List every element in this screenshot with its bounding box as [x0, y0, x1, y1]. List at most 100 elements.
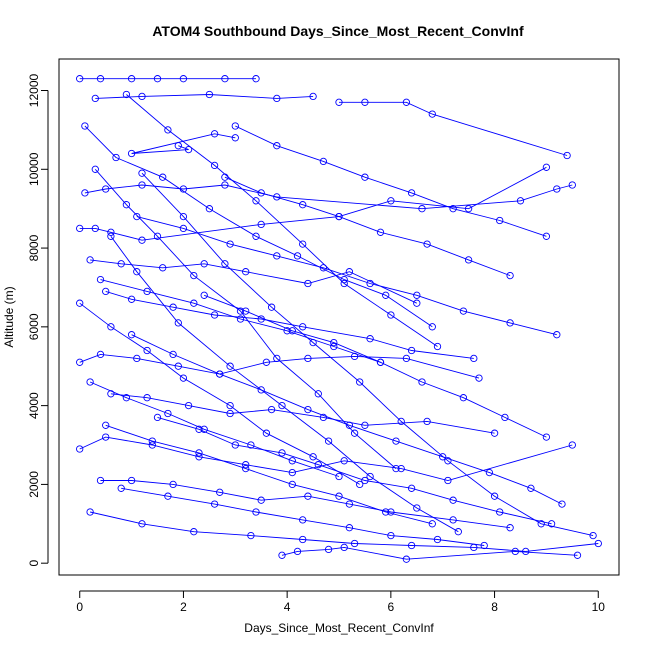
data-point	[267, 303, 276, 311]
x-tick-label: 6	[388, 600, 395, 614]
data-point	[205, 90, 214, 99]
data-series	[138, 169, 597, 540]
data-point	[138, 520, 146, 528]
data-point	[501, 413, 509, 422]
data-point	[76, 445, 84, 453]
data-point	[293, 547, 302, 556]
data-point	[273, 193, 281, 201]
x-tick-label: 10	[592, 600, 606, 614]
series-line	[281, 546, 578, 560]
data-series	[117, 484, 488, 550]
data-point	[96, 350, 105, 359]
data-point	[345, 421, 354, 429]
data-point	[299, 516, 307, 524]
data-point	[366, 279, 374, 288]
data-point	[102, 421, 110, 429]
data-point	[439, 453, 447, 461]
data-point	[153, 413, 162, 422]
data-point	[159, 173, 167, 181]
data-point	[382, 291, 390, 299]
data-point	[568, 181, 576, 189]
chart-title: ATOM4 Southbound Days_Since_Most_Recent_…	[152, 23, 524, 39]
data-point	[195, 453, 203, 461]
data-point	[122, 394, 131, 402]
data-point	[252, 508, 260, 516]
data-point	[568, 441, 576, 449]
data-series	[127, 331, 566, 508]
data-point	[340, 457, 348, 465]
data-point	[309, 92, 317, 101]
data-point	[553, 185, 561, 193]
data-point	[112, 153, 120, 162]
data-point	[138, 92, 146, 101]
data-point	[361, 173, 369, 181]
data-point	[273, 94, 281, 103]
data-point	[252, 197, 260, 205]
data-point	[361, 476, 369, 485]
series-line	[84, 125, 433, 328]
data-point	[345, 524, 354, 532]
data-point	[496, 216, 504, 225]
data-point	[91, 165, 99, 173]
data-point	[444, 476, 452, 485]
data-point	[221, 173, 229, 181]
series-line	[79, 166, 547, 241]
data-series	[96, 476, 514, 532]
data-point	[470, 354, 478, 363]
data-point	[231, 134, 239, 142]
data-point	[366, 472, 374, 481]
data-point	[288, 327, 296, 335]
data-point	[242, 464, 250, 473]
data-point	[537, 520, 545, 528]
data-point	[335, 472, 343, 481]
x-axis: 0 2 4 6 8 10	[76, 590, 606, 614]
data-point	[210, 500, 219, 508]
data-point	[428, 323, 436, 331]
data-point	[361, 421, 369, 429]
data-point	[464, 256, 473, 264]
data-series	[133, 212, 561, 339]
data-point	[387, 197, 395, 205]
data-point	[418, 378, 426, 386]
data-series	[91, 165, 400, 473]
data-point	[195, 449, 203, 457]
data-point	[86, 508, 94, 516]
data-point	[86, 378, 94, 386]
data-point	[573, 551, 582, 559]
data-point	[200, 260, 208, 268]
data-point	[506, 271, 514, 280]
data-point	[413, 299, 421, 307]
data-series	[86, 508, 602, 556]
data-point	[143, 346, 151, 355]
data-point	[283, 327, 291, 335]
plot-area	[58, 58, 620, 576]
data-point	[304, 279, 312, 288]
data-point	[563, 151, 571, 160]
data-point	[407, 346, 416, 355]
data-series	[81, 181, 576, 213]
data-point	[490, 492, 499, 500]
data-point	[221, 260, 229, 268]
data-point	[273, 354, 281, 363]
data-point	[423, 240, 431, 248]
series-line	[136, 216, 557, 336]
data-point	[345, 500, 354, 508]
data-point	[304, 492, 312, 500]
data-series	[76, 433, 576, 485]
data-point	[428, 520, 436, 528]
y-tick-label: 4000	[27, 392, 41, 419]
data-point	[174, 362, 182, 370]
data-point	[376, 228, 385, 236]
data-point	[257, 220, 265, 229]
data-point	[324, 437, 333, 445]
data-point	[553, 331, 561, 339]
series-line	[84, 184, 573, 210]
data-point	[143, 394, 151, 402]
series-line	[339, 101, 568, 156]
data-point	[288, 480, 296, 489]
data-point	[428, 110, 436, 118]
data-point	[127, 476, 136, 485]
data-point	[76, 299, 84, 307]
data-point	[278, 401, 286, 410]
